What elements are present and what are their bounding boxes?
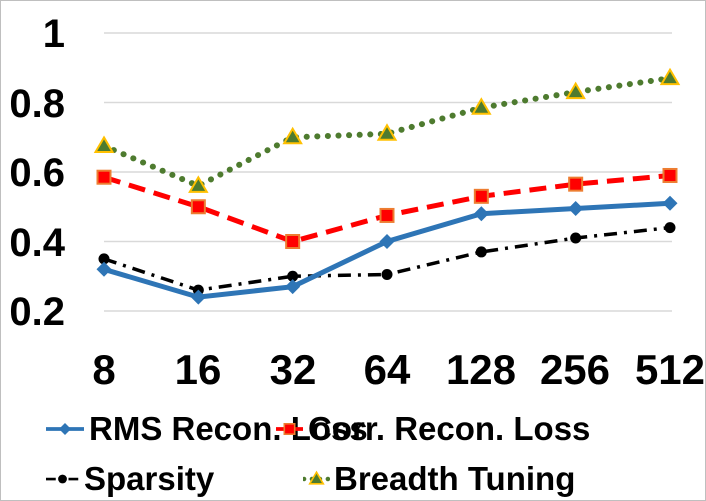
series-marker-breadth-tuning-8	[93, 135, 115, 153]
plot-area: 1 0.8 0.6 0.4 0.2 8 16 32 64 128 256 512	[9, 12, 705, 393]
legend-item-corr-recon-loss: Corr. Recon. Loss	[275, 408, 590, 450]
series-marker-sparsity-8	[98, 253, 110, 265]
series-marker-rms-recon-loss-8	[96, 261, 112, 277]
x-tick-label-128: 128	[446, 346, 516, 393]
x-axis-labels: 8 16 32 64 128 256 512	[92, 346, 705, 393]
legend-marker-sample	[283, 423, 296, 435]
legend-item-rms-recon-loss: RMS Recon. Loss	[45, 408, 368, 450]
series-marker-corr-recon-loss-32	[285, 234, 301, 249]
series-marker-rms-recon-loss-512	[662, 195, 678, 211]
series-marker-sparsity-256	[570, 232, 582, 244]
x-tick-label-512: 512	[635, 346, 705, 393]
series-marker-corr-recon-loss-128	[473, 188, 489, 204]
legend-swatch-corr-recon-loss	[276, 423, 303, 435]
legend-marker-sample	[308, 470, 325, 485]
x-tick-label-64: 64	[364, 346, 411, 393]
legend-label-breadth-tuning: Breadth Tuning	[334, 460, 576, 497]
y-tick-label-0-8: 0.8	[9, 82, 65, 126]
y-tick-label-0-4: 0.4	[9, 221, 65, 265]
series-marker-corr-recon-loss-64	[379, 207, 395, 223]
series-marker-corr-recon-loss-512	[662, 167, 678, 183]
series-marker-rms-recon-loss-64	[379, 234, 395, 249]
series-marker-rms-recon-loss-128	[473, 206, 489, 222]
series-marker-sparsity-64	[381, 269, 393, 281]
y-tick-label-0-6: 0.6	[9, 151, 65, 195]
series-marker-rms-recon-loss-16	[190, 289, 206, 305]
series-marker-rms-recon-loss-32	[285, 279, 301, 295]
series-marker-rms-recon-loss-256	[568, 200, 584, 216]
series-marker-breadth-tuning-32	[282, 126, 303, 145]
series-marker-breadth-tuning-64	[376, 123, 398, 141]
legend-marker-sample	[58, 474, 67, 484]
x-tick-label-8: 8	[92, 346, 115, 393]
legend-label-corr-recon-loss: Corr. Recon. Loss	[308, 410, 591, 447]
series-marker-breadth-tuning-512	[659, 67, 681, 86]
x-tick-label-256: 256	[540, 346, 610, 393]
series-marker-sparsity-128	[475, 246, 487, 258]
legend-swatch-sparsity	[46, 474, 79, 484]
legend-marker-sample	[59, 423, 71, 435]
series-marker-corr-recon-loss-256	[568, 176, 584, 192]
y-tick-label-0-2: 0.2	[9, 290, 65, 334]
series-marker-sparsity-512	[664, 222, 676, 234]
x-tick-label-32: 32	[270, 346, 317, 393]
y-tick-label-1: 1	[43, 12, 65, 56]
series-marker-corr-recon-loss-8	[96, 169, 112, 185]
legend-item-breadth-tuning: Breadth Tuning	[303, 458, 575, 500]
legend-swatch-breadth-tuning	[303, 470, 330, 485]
series-marker-sparsity-32	[287, 270, 299, 282]
series-marker-corr-recon-loss-16	[190, 199, 206, 215]
legend-swatch-rms-recon-loss	[46, 423, 84, 435]
series-marker-breadth-tuning-256	[565, 81, 586, 100]
series-layer	[93, 67, 681, 305]
y-axis-labels: 1 0.8 0.6 0.4 0.2	[9, 12, 65, 334]
x-tick-label-16: 16	[175, 346, 222, 393]
legend-label-rms-recon-loss: RMS Recon. Loss	[89, 410, 368, 447]
series-marker-breadth-tuning-16	[188, 175, 209, 193]
series-marker-breadth-tuning-128	[471, 97, 492, 115]
legend-item-sparsity: Sparsity	[45, 458, 214, 500]
legend-label-sparsity: Sparsity	[84, 460, 215, 497]
